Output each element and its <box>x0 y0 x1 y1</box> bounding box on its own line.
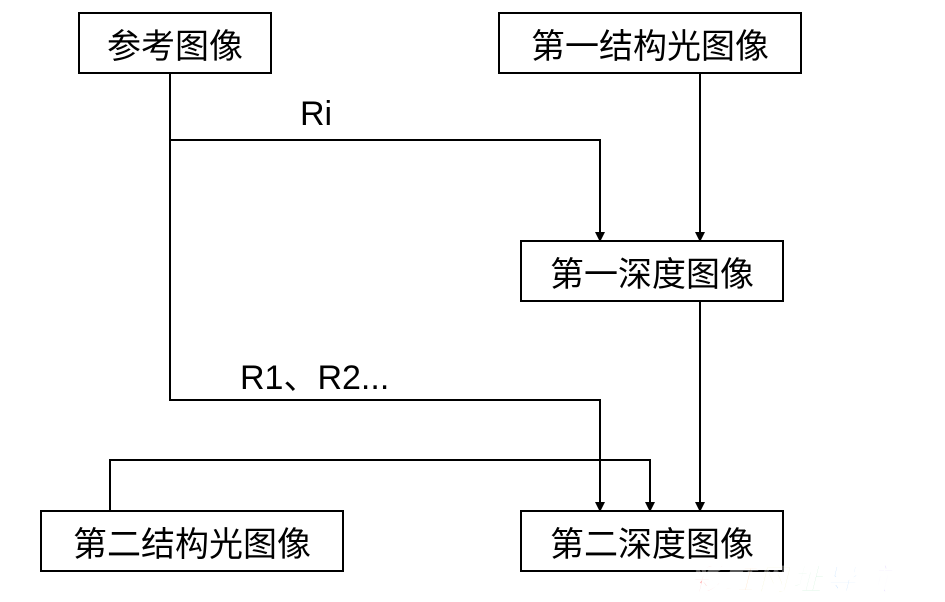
svg-text:导: 导 <box>826 564 859 597</box>
node-label: 第一深度图像 <box>550 247 754 296</box>
node-second-depth-image: 第二深度图像 <box>520 510 784 572</box>
edge-label-ri: Ri <box>300 95 332 134</box>
node-label: 参考图像 <box>107 19 243 68</box>
node-first-structured-light-image: 第一结构光图像 <box>498 12 802 74</box>
edge-label-text: R1、R2... <box>240 359 389 397</box>
node-label: 第二深度图像 <box>550 517 754 566</box>
edge-label-r1-r2: R1、R2... <box>240 350 389 399</box>
edge-sl2-to-d2 <box>110 460 650 510</box>
svg-text:航: 航 <box>859 563 895 597</box>
node-reference-image: 参考图像 <box>78 12 272 74</box>
node-label: 第二结构光图像 <box>73 517 311 566</box>
node-first-depth-image: 第一深度图像 <box>520 240 784 302</box>
node-label: 第一结构光图像 <box>531 19 769 68</box>
node-second-structured-light-image: 第二结构光图像 <box>40 510 344 572</box>
svg-text:址: 址 <box>792 564 825 597</box>
edge-ref-to-d1 <box>170 70 600 240</box>
edge-ref-to-d2 <box>170 140 600 510</box>
edge-label-text: Ri <box>300 95 332 133</box>
